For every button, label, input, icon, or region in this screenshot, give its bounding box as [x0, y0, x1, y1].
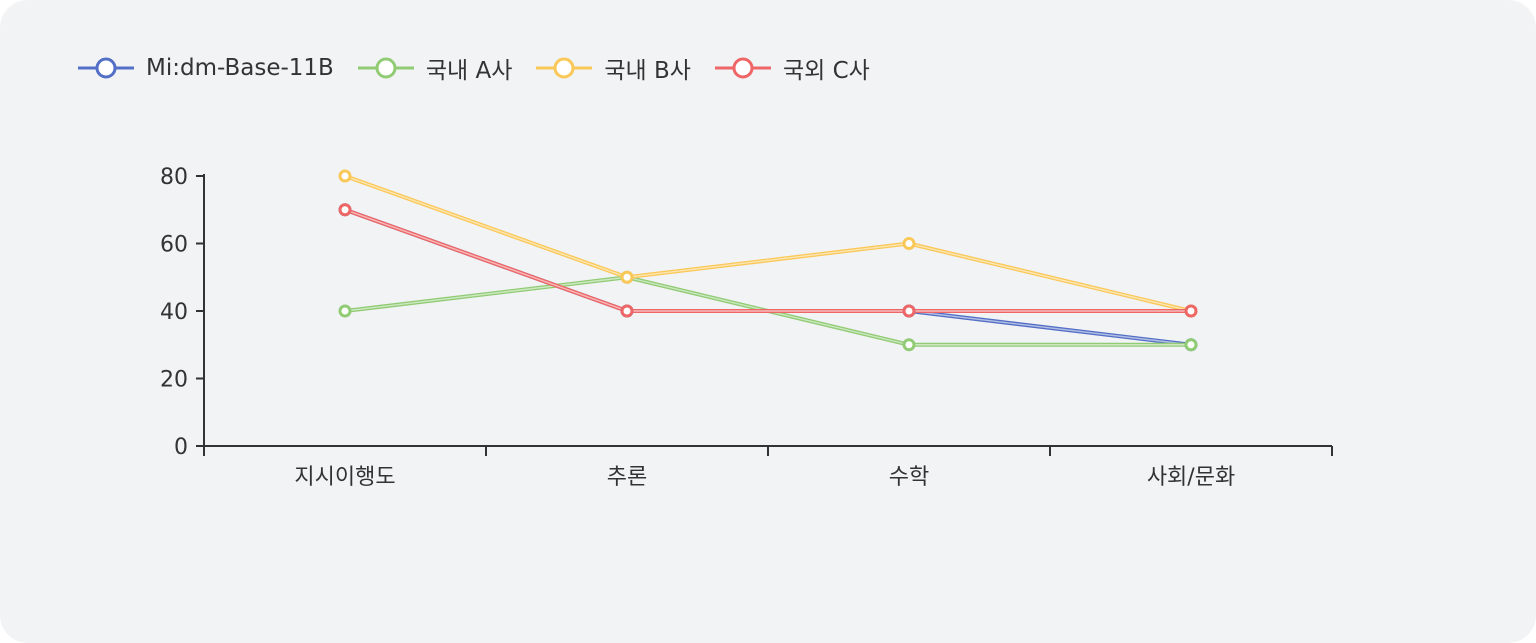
legend-line-circle-icon: [357, 57, 414, 79]
chart-legend: Mi:dm-Base-11B 국내 A사 국내 B사 국외 C사: [78, 48, 894, 88]
x-tick-label: 지시이행도: [294, 465, 395, 490]
y-tick-label: 20: [160, 368, 188, 393]
series-line-highlight-0: [344, 209, 1192, 346]
series-line-0: [344, 207, 1192, 347]
y-tick-label: 60: [160, 233, 188, 258]
series-line-highlight-2: [344, 175, 1192, 312]
data-point-3-3[interactable]: [1184, 304, 1198, 318]
legend-line-circle-icon: [78, 57, 134, 79]
x-tick-label: 사회/문화: [1147, 465, 1235, 490]
x-tick-label: 추론: [607, 465, 647, 490]
legend-line-circle-icon: [536, 57, 593, 79]
data-point-1-2[interactable]: [902, 338, 916, 352]
y-tick-label: 0: [174, 435, 188, 460]
data-point-3-0[interactable]: [338, 203, 352, 217]
series-line-highlight-3: [344, 209, 1191, 312]
legend-label: 국외 C사: [782, 58, 870, 84]
legend-label: Mi:dm-Base-11B: [146, 55, 334, 81]
legend-label: 국내 B사: [604, 58, 691, 84]
data-point-3-1[interactable]: [620, 304, 634, 318]
x-tick-label: 수학: [889, 465, 929, 490]
data-point-1-3[interactable]: [1184, 338, 1198, 352]
y-tick-label: 80: [160, 165, 188, 190]
legend-item-series-1[interactable]: 국내 A사: [357, 51, 513, 85]
legend-item-series-2[interactable]: 국내 B사: [536, 51, 691, 85]
legend-label: 국내 A사: [425, 58, 513, 84]
series-line-2: [344, 174, 1192, 313]
legend-item-series-0[interactable]: Mi:dm-Base-11B: [78, 54, 334, 82]
legend-item-series-3[interactable]: 국외 C사: [714, 51, 870, 85]
data-point-2-2[interactable]: [902, 237, 916, 250]
data-point-3-2[interactable]: [902, 304, 916, 318]
y-tick-label: 40: [160, 300, 188, 325]
legend-line-circle-icon: [714, 57, 771, 79]
data-point-2-1[interactable]: [620, 270, 634, 284]
data-point-2-0[interactable]: [338, 169, 352, 183]
data-point-1-0[interactable]: [338, 304, 352, 318]
